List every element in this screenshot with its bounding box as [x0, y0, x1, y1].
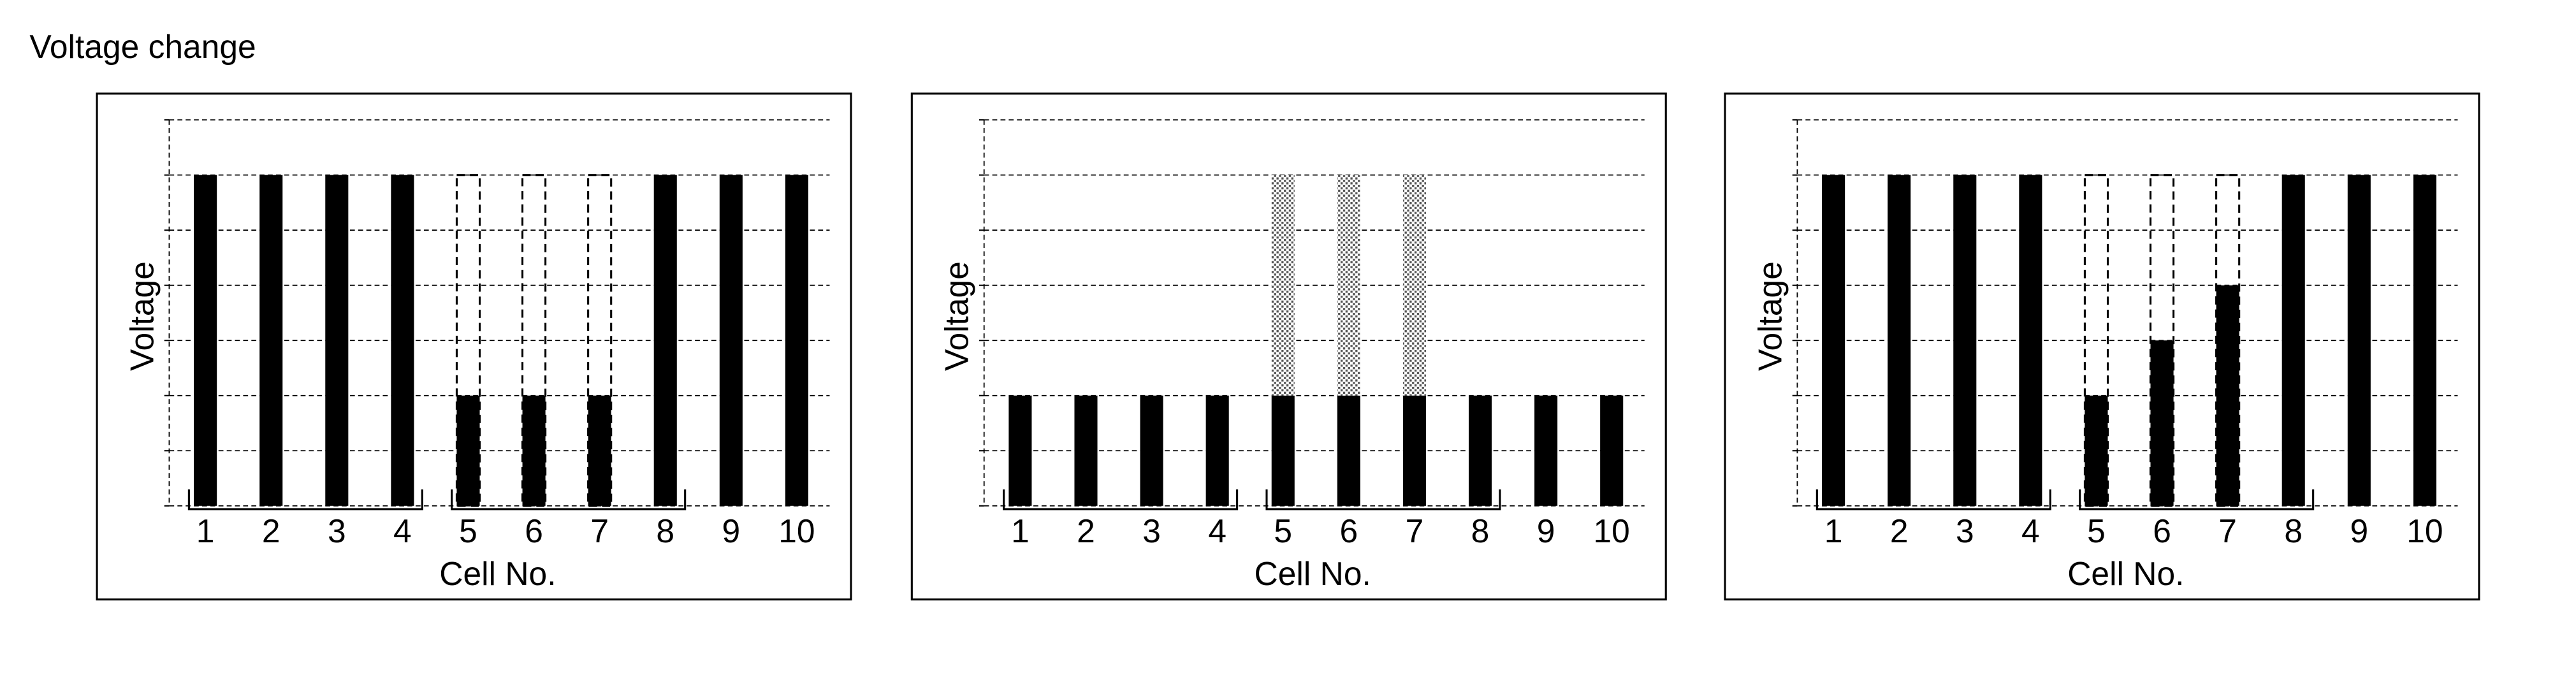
bar	[2347, 175, 2371, 506]
bar	[1008, 395, 1032, 506]
x-tick-label: 9	[2350, 512, 2368, 549]
x-tick-label: 8	[656, 512, 674, 549]
x-tick-label: 1	[1011, 512, 1030, 549]
bar	[2413, 175, 2436, 506]
bar	[2216, 285, 2239, 506]
bar	[2019, 175, 2042, 506]
x-tick-label: 3	[1142, 512, 1161, 549]
bar	[1337, 175, 1360, 396]
x-tick-label: 6	[1340, 512, 1358, 549]
x-tick-label: 2	[1077, 512, 1095, 549]
x-tick-label: 2	[1890, 512, 1909, 549]
x-tick-label: 7	[1406, 512, 1424, 549]
bar	[1140, 395, 1163, 506]
bar	[325, 175, 349, 506]
bar	[521, 174, 547, 507]
bar	[1271, 175, 1295, 396]
x-tick-label: 5	[1274, 512, 1292, 549]
x-axis-label: Cell No.	[439, 555, 556, 592]
x-tick-label: 3	[328, 512, 346, 549]
group-bracket	[1003, 489, 1239, 510]
chart: Voltage Cell No. 1 2 3 4 5 6 7 8 9 10	[910, 92, 1667, 601]
bar	[456, 395, 480, 506]
bar	[1402, 175, 1426, 396]
bar	[1888, 175, 1911, 506]
bar	[2281, 175, 2305, 506]
bar	[1468, 395, 1492, 506]
page-title: Voltage change	[29, 28, 256, 65]
bar	[1600, 395, 1624, 506]
chart: Voltage Cell No. 1 2 3 4 5 6 7 8 9 10	[96, 92, 852, 601]
y-axis-label: Voltage	[1751, 261, 1788, 371]
x-tick-label: 10	[2406, 512, 2443, 549]
bar	[2083, 174, 2109, 507]
chart: Voltage Cell No. 1 2 3 4 5 6 7 8 9 10	[1724, 92, 2480, 601]
x-axis-label: Cell No.	[2067, 555, 2184, 592]
x-tick-label: 9	[722, 512, 741, 549]
bar	[719, 175, 743, 506]
bar	[587, 174, 613, 507]
bar	[2150, 340, 2174, 506]
x-tick-label: 10	[1594, 512, 1630, 549]
x-tick-label: 8	[2284, 512, 2303, 549]
bar	[588, 395, 611, 506]
bar	[1271, 395, 1295, 506]
group-bracket	[451, 489, 687, 510]
bar	[1534, 395, 1558, 506]
bar	[1074, 395, 1098, 506]
x-tick-label: 5	[459, 512, 477, 549]
bar	[1822, 175, 1845, 506]
group-bracket	[1816, 489, 2051, 510]
x-tick-label: 4	[393, 512, 412, 549]
bar	[522, 395, 546, 506]
group-bracket	[2079, 489, 2315, 510]
x-tick-label: 3	[1956, 512, 1974, 549]
x-tick-label: 6	[2153, 512, 2171, 549]
chart-frame	[910, 92, 1667, 601]
x-tick-label: 9	[1537, 512, 1555, 549]
y-axis-label: Voltage	[123, 261, 160, 371]
chart-frame	[96, 92, 852, 601]
bar	[1205, 395, 1229, 506]
bar	[2149, 174, 2175, 507]
x-axis-label: Cell No.	[1255, 555, 1371, 592]
group-bracket	[187, 489, 423, 510]
x-tick-label: 1	[1824, 512, 1843, 549]
bar	[1337, 395, 1360, 506]
x-tick-label: 2	[262, 512, 280, 549]
x-tick-label: 5	[2087, 512, 2106, 549]
x-tick-label: 10	[778, 512, 815, 549]
chart-frame	[1724, 92, 2480, 601]
bar	[653, 175, 677, 506]
bar	[1402, 395, 1426, 506]
x-tick-label: 4	[1208, 512, 1226, 549]
bar	[2215, 174, 2241, 507]
bar	[2085, 395, 2108, 506]
x-tick-label: 4	[2021, 512, 2040, 549]
bar	[259, 175, 283, 506]
group-bracket	[1265, 489, 1501, 510]
y-axis-label: Voltage	[938, 261, 975, 371]
bar	[1953, 175, 1977, 506]
x-tick-label: 7	[590, 512, 609, 549]
bar	[785, 175, 808, 506]
bar	[391, 175, 414, 506]
x-tick-label: 6	[525, 512, 543, 549]
x-tick-label: 8	[1471, 512, 1490, 549]
x-tick-label: 7	[2218, 512, 2237, 549]
bar	[194, 175, 217, 506]
x-tick-label: 1	[196, 512, 215, 549]
bar	[455, 174, 481, 507]
